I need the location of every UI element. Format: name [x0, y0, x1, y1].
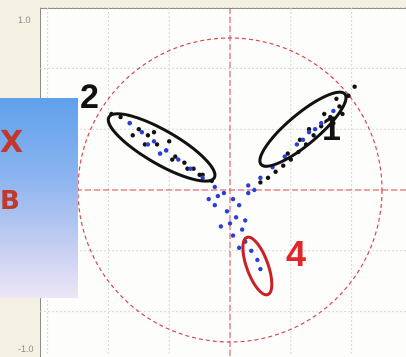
data-point-series-2: [331, 108, 336, 114]
data-point-series-1: [154, 142, 160, 147]
data-point-series-2: [258, 266, 263, 272]
overlay-panel: X B: [0, 98, 78, 298]
data-point-series-1: [319, 123, 324, 129]
overlay-text-line-2: B: [0, 186, 20, 216]
data-point-series-2: [224, 209, 230, 214]
data-point-series-2: [249, 248, 254, 253]
data-point-series-1: [173, 154, 178, 159]
overlay-text-line-1: X: [0, 125, 24, 160]
data-point-series-2: [227, 221, 233, 226]
data-point-series-1: [352, 84, 357, 89]
data-point-series-2: [239, 227, 245, 232]
data-point-series-1: [136, 127, 141, 132]
data-point-series-1: [322, 111, 327, 117]
cluster-label-2: 2: [80, 78, 99, 116]
data-point-series-2: [230, 233, 236, 238]
data-point-series-1: [167, 139, 172, 144]
data-point-series-2: [230, 196, 236, 202]
data-point-series-2: [282, 154, 287, 159]
data-point-series-1: [340, 111, 345, 117]
y-tick-label-top: 1.0: [18, 15, 31, 25]
data-point-series-2: [200, 175, 205, 181]
data-point-series-1: [191, 166, 196, 171]
data-point-series-2: [157, 151, 163, 156]
data-point-series-1: [281, 163, 286, 168]
data-point-series-1: [297, 137, 303, 143]
data-point-series-2: [246, 183, 251, 188]
data-point-series-2: [294, 142, 300, 147]
data-point-series-2: [319, 120, 324, 126]
cluster-ellipse-4: [241, 235, 274, 297]
data-point-series-1: [311, 133, 316, 138]
data-point-series-2: [163, 148, 169, 153]
data-point-series-2: [145, 142, 151, 147]
cluster-ellipse-2: [106, 112, 217, 183]
data-point-series-1: [197, 172, 202, 177]
data-point-series-1: [170, 157, 175, 162]
data-point-series-2: [151, 139, 157, 144]
data-point-series-2: [221, 190, 227, 196]
data-point-series-2: [243, 218, 248, 223]
data-point-series-1: [185, 166, 190, 171]
data-point-series-2: [255, 257, 260, 263]
data-point-series-2: [212, 203, 217, 208]
data-point-series-2: [215, 193, 221, 199]
data-point-series-2: [246, 190, 251, 196]
data-point-series-2: [127, 120, 132, 126]
data-point-series-2: [236, 203, 242, 208]
data-point-series-1: [118, 114, 123, 120]
data-point-series-2: [312, 127, 318, 132]
data-point-series-1: [145, 133, 151, 138]
data-point-series-2: [139, 130, 145, 135]
data-point-series-2: [188, 166, 193, 171]
data-point-series-2: [218, 224, 224, 229]
data-point-series-1: [142, 142, 148, 147]
data-point-series-1: [200, 172, 205, 177]
y-tick-label-bottom: -1.0: [18, 344, 34, 354]
data-point-series-2: [212, 184, 217, 190]
data-point-series-1: [265, 175, 271, 181]
data-point-series-1: [334, 96, 339, 102]
cluster-label-4: 4: [286, 233, 306, 274]
data-point-series-1: [130, 133, 135, 138]
data-point-series-2: [206, 196, 211, 202]
cluster-ellipses: [106, 90, 348, 297]
data-point-series-2: [252, 187, 257, 193]
data-point-series-2: [300, 137, 306, 143]
data-point-series-1: [285, 151, 290, 156]
data-point-series-1: [306, 127, 312, 132]
data-point-series-1: [273, 169, 278, 174]
data-point-series-2: [236, 245, 242, 250]
cluster-label-1: 1: [322, 110, 341, 148]
grid: [40, 7, 406, 356]
data-point-series-1: [182, 160, 187, 165]
data-point-series-1: [328, 114, 333, 120]
data-point-series-1: [258, 180, 263, 185]
plot-frame: [40, 8, 406, 357]
data-point-series-2: [306, 130, 312, 135]
data-point-series-2: [176, 157, 181, 162]
data-point-series-1: [151, 130, 157, 135]
data-point-series-2: [258, 175, 263, 181]
cluster-ellipse-1: [258, 90, 348, 168]
data-points: [109, 84, 357, 272]
data-point-series-1: [337, 104, 342, 109]
data-point-series-2: [233, 215, 239, 220]
